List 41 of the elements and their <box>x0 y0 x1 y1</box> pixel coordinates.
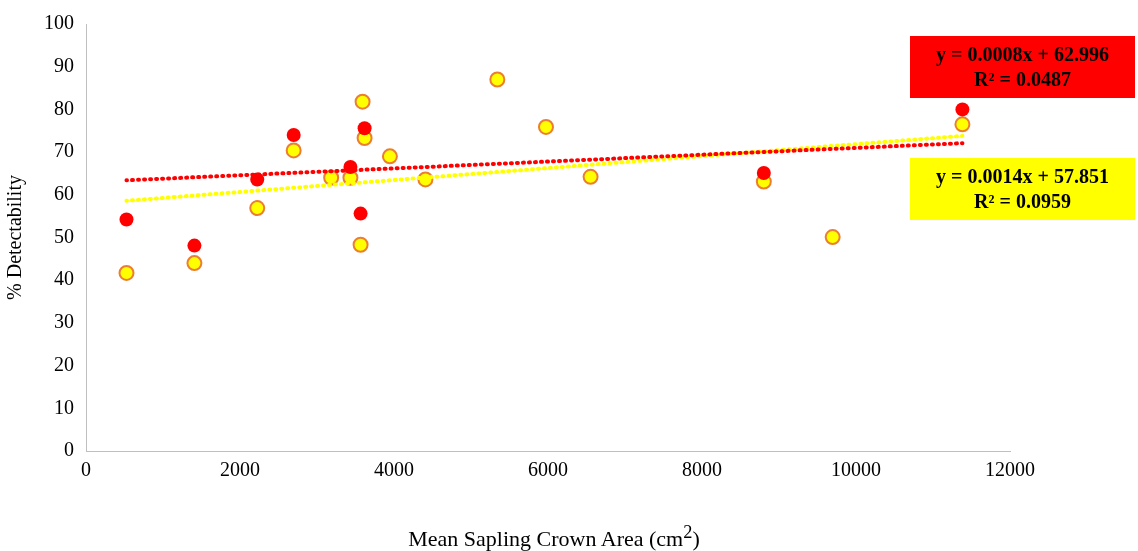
y-tick-label: 10 <box>54 395 74 418</box>
point <box>352 236 369 253</box>
x-tick-label: 0 <box>81 458 91 481</box>
x-tick-label: 10000 <box>831 458 881 481</box>
point <box>954 116 971 133</box>
x-tick-label: 4000 <box>374 458 414 481</box>
point <box>186 255 203 272</box>
y-tick-label: 100 <box>44 11 74 34</box>
y-tick-label: 30 <box>54 310 74 333</box>
y-tick-label: 90 <box>54 53 74 76</box>
point <box>955 102 970 117</box>
annotation: y = 0.0008x + 62.996 R² = 0.0487 <box>910 36 1135 98</box>
point <box>249 200 266 217</box>
point <box>357 121 372 136</box>
point <box>381 148 398 165</box>
point <box>489 71 506 88</box>
y-tick-label: 60 <box>54 182 74 205</box>
y-tick-label: 40 <box>54 267 74 290</box>
point <box>538 118 554 135</box>
point <box>286 128 301 143</box>
point <box>285 142 302 159</box>
point <box>756 166 771 181</box>
y-tick-label: 80 <box>54 96 74 119</box>
x-tick-label: 2000 <box>220 458 260 481</box>
point <box>353 206 368 221</box>
y-tick-label: 50 <box>54 224 74 247</box>
y-axis-title: % Detectability <box>3 175 27 300</box>
x-axis-title: Mean Sapling Crown Area (cm$^{2}$) <box>407 522 701 551</box>
point <box>118 264 135 281</box>
y-tick-label: 0 <box>64 438 74 461</box>
point <box>354 93 371 110</box>
y-tick-label: 70 <box>54 139 74 162</box>
annotation: y = 0.0014x + 57.851 R² = 0.0959 <box>910 158 1135 220</box>
point <box>582 168 599 185</box>
point <box>824 229 841 246</box>
x-tick-label: 6000 <box>528 458 568 481</box>
point <box>119 212 134 227</box>
point <box>187 238 202 253</box>
x-tick-label: 8000 <box>682 458 722 481</box>
x-tick-label: 12000 <box>985 458 1035 481</box>
y-tick-label: 20 <box>54 352 74 375</box>
